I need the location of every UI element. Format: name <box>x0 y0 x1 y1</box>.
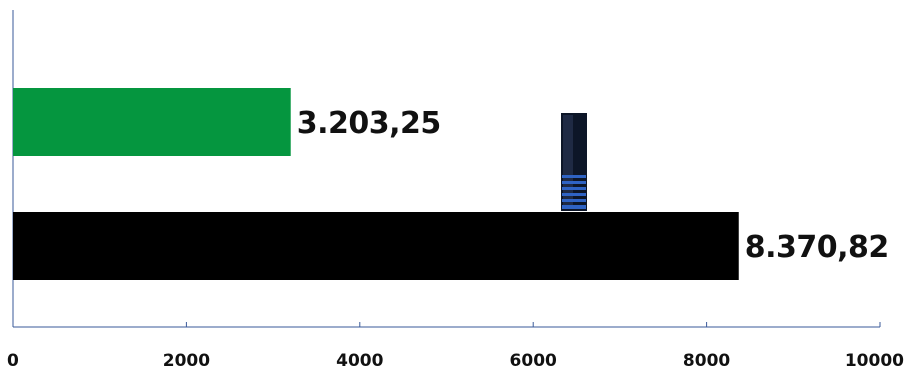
x-tick-label-0: 0 <box>7 351 19 370</box>
x-tick-label-4: 8000 <box>683 351 730 370</box>
x-tick-label-3: 6000 <box>510 351 557 370</box>
x-tick-label-2: 4000 <box>336 351 383 370</box>
chart-value-labels: 3.203,25 8.370,82 <box>297 106 890 265</box>
chart-x-ticks: 0 2000 4000 6000 8000 10000 <box>7 322 904 370</box>
bar-1 <box>13 212 739 280</box>
gear-shift-lever-icon <box>561 113 587 211</box>
chart-bars <box>13 88 739 280</box>
bar-0 <box>13 88 291 156</box>
x-tick-label-5: 10000 <box>845 351 904 370</box>
bar-value-label-0: 3.203,25 <box>297 106 441 141</box>
bar-value-label-1: 8.370,82 <box>745 230 889 265</box>
x-tick-label-1: 2000 <box>163 351 210 370</box>
